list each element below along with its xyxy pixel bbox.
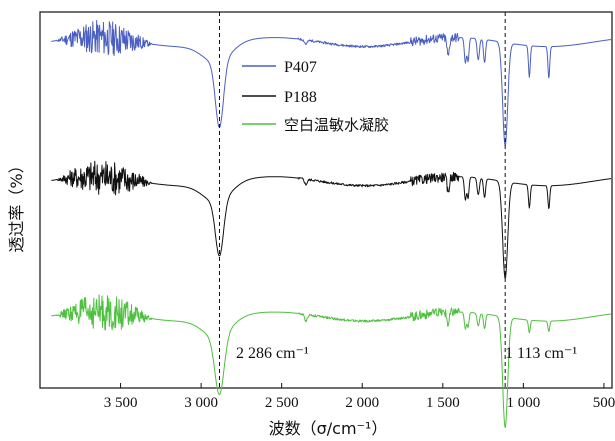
plot-frame [39,11,613,389]
series-group [51,19,612,429]
annotation-1113: 1 113 cm⁻¹ [505,345,577,362]
reference-lines [218,12,506,388]
x-tick-label: 3 500 [104,395,138,411]
y-axis-title: 透过率（%） [7,157,26,252]
x-axis: 3 500 3 000 2 500 2 000 1 500 1 000 500 [104,383,615,411]
legend-label-p407: P407 [284,59,317,76]
series-line-2 [51,294,611,429]
x-tick-label: 1 500 [426,395,460,411]
annotation-2286: 2 286 cm⁻¹ [236,345,309,362]
legend: P407 P188 空白温敏水凝胶 [242,59,389,134]
x-axis-title: 波数（σ/cm⁻¹） [269,419,388,438]
x-tick-label: 1 000 [507,395,541,411]
series-line-0 [51,19,612,147]
x-tick-label: 3 000 [184,395,218,411]
x-tick-label: 2 000 [345,395,379,411]
x-tick-label: 500 [593,395,615,411]
x-tick-label: 2 500 [265,395,299,411]
plot-area [39,11,613,389]
series-line-1 [51,160,612,279]
legend-label-p188: P188 [284,89,317,106]
legend-label-blank-gel: 空白温敏水凝胶 [284,116,389,134]
